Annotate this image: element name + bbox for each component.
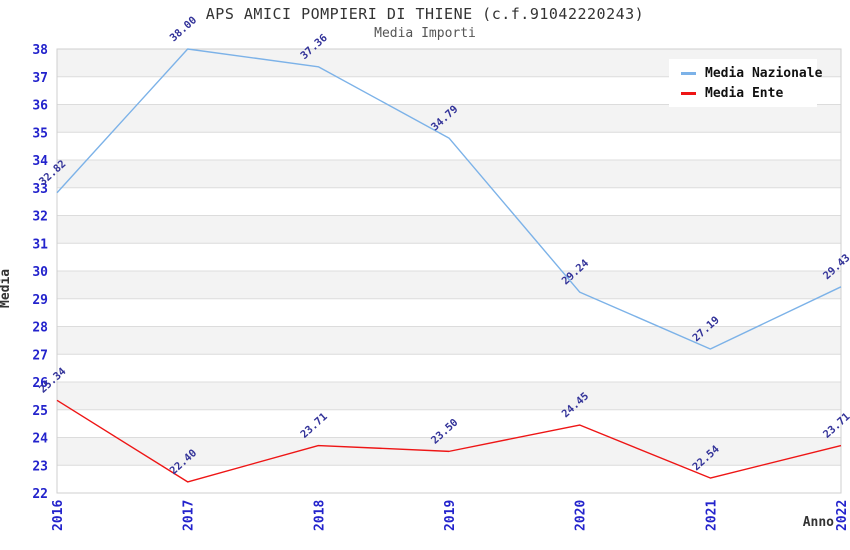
grid-band <box>57 215 841 244</box>
data-label: 23.71 <box>821 411 850 441</box>
y-tick-label: 35 <box>32 126 48 141</box>
x-tick-label: 2019 <box>443 500 458 531</box>
legend-label: Media Ente <box>705 85 784 101</box>
y-tick-label: 38 <box>32 43 48 58</box>
y-tick-label: 28 <box>32 321 48 336</box>
y-tick-label: 32 <box>32 210 48 225</box>
plot-border <box>56 48 842 494</box>
y-tick-label: 27 <box>32 348 48 363</box>
y-tick-label: 23 <box>32 459 48 474</box>
data-label: 23.71 <box>298 411 330 441</box>
x-tick-label: 2020 <box>574 500 589 531</box>
x-tick-label: 2017 <box>182 500 197 531</box>
grid-band <box>57 160 841 188</box>
y-tick-label: 22 <box>32 487 48 502</box>
y-tick-label: 24 <box>32 432 48 447</box>
legend-label: Media Nazionale <box>705 65 823 81</box>
grid-band <box>57 382 841 410</box>
legend-item-media-nazionale: Media Nazionale <box>681 63 822 83</box>
y-tick-label: 36 <box>32 99 48 114</box>
grid-band <box>57 104 841 133</box>
x-tick-label: 2021 <box>704 500 719 531</box>
x-tick-label: 2016 <box>51 500 66 531</box>
chart-title: APS AMICI POMPIERI DI THIENE (c.f.910422… <box>205 5 645 23</box>
series-line-media-nazionale <box>56 48 842 350</box>
media-ente-line-swatch <box>681 91 696 95</box>
x-tick-label: 2022 <box>835 500 850 531</box>
y-axis-label: Media <box>0 268 13 308</box>
y-tick-label: 33 <box>32 182 48 197</box>
legend: Media Nazionale Media Ente <box>669 59 822 107</box>
y-tick-label: 37 <box>32 71 48 86</box>
series-line-media-ente <box>56 399 842 483</box>
y-tick-label: 34 <box>32 154 48 169</box>
media-nazionale-line-swatch <box>681 71 696 75</box>
y-tick-label: 25 <box>32 404 48 419</box>
y-tick-label: 31 <box>32 237 48 252</box>
chart-subtitle: Media Importi <box>374 26 476 41</box>
grid-band <box>57 326 841 355</box>
y-tick-label: 30 <box>32 265 48 280</box>
legend-item-media-ente: Media Ente <box>681 83 817 103</box>
x-tick-label: 2018 <box>312 500 327 531</box>
y-tick-label: 26 <box>32 376 48 391</box>
y-tick-label: 29 <box>32 293 48 308</box>
x-axis-label: Anno <box>802 515 834 530</box>
grid-band <box>57 271 841 299</box>
